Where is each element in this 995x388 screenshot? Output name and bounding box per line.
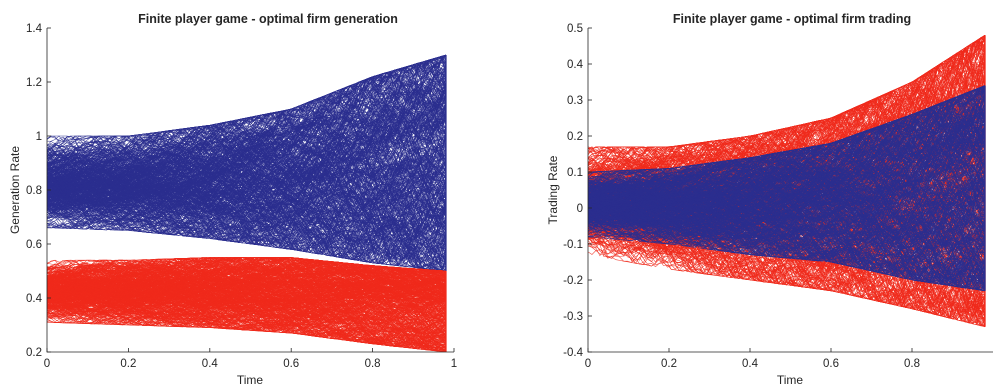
y-tick-label: 0.2 <box>567 131 583 143</box>
y-tick-label: 0.4 <box>567 59 584 71</box>
x-tick-label: 0.2 <box>661 358 677 370</box>
y-tick-label: 1.2 <box>26 77 42 89</box>
x-tick-label: 0.8 <box>365 358 381 370</box>
trading-chart: 0 0.2 0.4 0.6 0.8 -0.4 -0.3 -0.2 -0.1 0 0.1 0.2 0.3… <box>546 12 993 387</box>
series-paths <box>47 55 446 271</box>
y-tick-label: -0.2 <box>563 275 583 287</box>
trading-x-ticks: 0 0.2 0.4 0.6 0.8 <box>585 348 920 370</box>
generation-x-ticks: 0 0.2 0.4 0.6 0.8 1 <box>44 348 457 370</box>
generation-paths <box>47 55 446 352</box>
trading-paths <box>588 35 985 327</box>
y-tick-label: 0.4 <box>26 293 43 305</box>
x-tick-label: 0.8 <box>904 358 920 370</box>
series-paths <box>47 258 446 353</box>
y-tick-label: -0.3 <box>563 311 583 323</box>
y-tick-label: 1 <box>36 131 42 143</box>
x-tick-label: 0.4 <box>202 358 219 370</box>
x-tick-label: 0.2 <box>120 358 136 370</box>
y-tick-label: 0.6 <box>26 239 42 251</box>
x-tick-label: 0 <box>585 358 591 370</box>
generation-chart-title: Finite player game - optimal firm genera… <box>138 12 398 26</box>
generation-chart: 0 0.2 0.4 0.6 0.8 1 0.20.40.60.811.21.4 Finit… <box>8 12 457 387</box>
x-tick-label: 0 <box>44 358 50 370</box>
y-tick-label: 0.1 <box>567 167 583 179</box>
y-tick-label: -0.1 <box>563 239 583 251</box>
generation-y-axis-label: Generation Rate <box>8 146 22 234</box>
x-tick-label: 0.6 <box>823 358 839 370</box>
y-tick-label: 0.8 <box>26 185 42 197</box>
y-tick-label: 1.4 <box>26 23 43 35</box>
trading-y-axis-label: Trading Rate <box>546 155 560 224</box>
trading-x-axis-label: Time <box>777 373 804 387</box>
trading-chart-title: Finite player game - optimal firm tradin… <box>673 12 911 26</box>
y-tick-label: 0.3 <box>567 95 583 107</box>
y-tick-label: 0.2 <box>26 347 42 359</box>
x-tick-label: 0.6 <box>283 358 299 370</box>
generation-x-axis-label: Time <box>237 373 264 387</box>
y-tick-label: 0 <box>577 203 583 215</box>
x-tick-label: 0.4 <box>742 358 759 370</box>
y-tick-label: -0.4 <box>563 347 583 359</box>
x-tick-label: 1 <box>451 358 457 370</box>
y-tick-label: 0.5 <box>567 23 583 35</box>
